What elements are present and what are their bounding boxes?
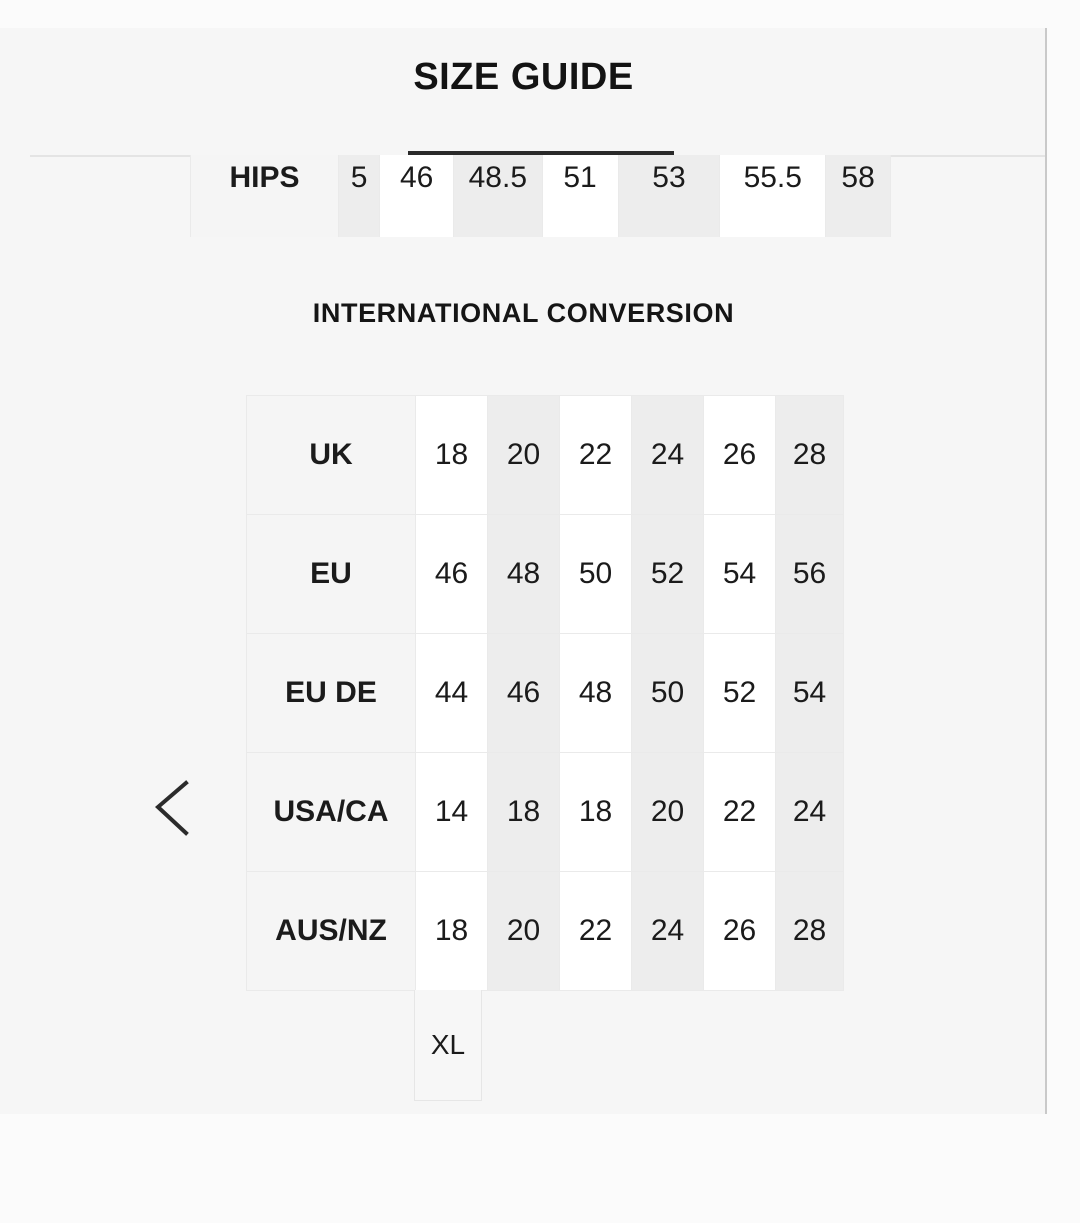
cell-eude-1: 46 bbox=[487, 633, 560, 753]
cell-hips-5: 55.5 bbox=[719, 155, 827, 237]
cell-eude-3: 50 bbox=[631, 633, 704, 753]
table-row: UK 18 20 22 24 26 28 bbox=[246, 395, 844, 515]
section-heading: INTERNATIONAL CONVERSION bbox=[312, 298, 735, 328]
measurement-table-body: HIPS 5 46 48.5 51 53 55.5 58 bbox=[190, 155, 891, 237]
conversion-table-body: UK 18 20 22 24 26 28 EU 46 48 50 52 54 5… bbox=[246, 395, 844, 991]
row-label-eu-de: EU DE bbox=[246, 633, 416, 753]
table-row: XL bbox=[414, 990, 482, 1101]
viewport-top-strip bbox=[0, 0, 1080, 28]
table-row: USA/CA 14 18 18 20 22 24 bbox=[246, 752, 844, 872]
cell-ausnz-4: 26 bbox=[703, 871, 776, 991]
cell-eude-5: 54 bbox=[775, 633, 844, 753]
size-label-table-clip: XL bbox=[414, 990, 482, 1102]
page-title: SIZE GUIDE bbox=[413, 56, 634, 98]
cell-uk-3: 24 bbox=[631, 395, 704, 515]
table-row: HIPS 5 46 48.5 51 53 55.5 58 bbox=[190, 155, 891, 237]
cell-eu-4: 54 bbox=[703, 514, 776, 634]
cell-eu-0: 46 bbox=[415, 514, 488, 634]
cell-usaca-4: 22 bbox=[703, 752, 776, 872]
row-label-uk: UK bbox=[246, 395, 416, 515]
cell-hips-3: 51 bbox=[541, 155, 619, 237]
cell-eu-1: 48 bbox=[487, 514, 560, 634]
cell-size-xl: XL bbox=[414, 990, 482, 1101]
cell-ausnz-1: 20 bbox=[487, 871, 560, 991]
cell-ausnz-3: 24 bbox=[631, 871, 704, 991]
measurement-table-clip: HIPS 5 46 48.5 51 53 55.5 58 bbox=[190, 155, 892, 237]
cell-eude-0: 44 bbox=[415, 633, 488, 753]
row-label-aus-nz: AUS/NZ bbox=[246, 871, 416, 991]
cell-hips-2: 48.5 bbox=[453, 155, 543, 237]
row-label-hips: HIPS bbox=[190, 155, 340, 237]
cell-hips-4: 53 bbox=[617, 155, 721, 237]
cell-usaca-5: 24 bbox=[775, 752, 844, 872]
table-row: AUS/NZ 18 20 22 24 26 28 bbox=[246, 871, 844, 991]
cell-eu-2: 50 bbox=[559, 514, 632, 634]
cell-usaca-1: 18 bbox=[487, 752, 560, 872]
cell-hips-1: 46 bbox=[379, 155, 455, 237]
cell-eu-5: 56 bbox=[775, 514, 844, 634]
size-label-table: XL bbox=[414, 990, 482, 1101]
cell-hips-0: 5 bbox=[338, 155, 381, 237]
cell-eu-3: 52 bbox=[631, 514, 704, 634]
conversion-table: UK 18 20 22 24 26 28 EU 46 48 50 52 54 5… bbox=[246, 395, 844, 991]
cell-usaca-2: 18 bbox=[559, 752, 632, 872]
cell-uk-2: 22 bbox=[559, 395, 632, 515]
title-underline-rule bbox=[408, 151, 674, 155]
row-label-usa-ca: USA/CA bbox=[246, 752, 416, 872]
cell-usaca-0: 14 bbox=[415, 752, 488, 872]
cell-eude-4: 52 bbox=[703, 633, 776, 753]
table-row: EU DE 44 46 48 50 52 54 bbox=[246, 633, 844, 753]
cell-uk-1: 20 bbox=[487, 395, 560, 515]
measurement-table: HIPS 5 46 48.5 51 53 55.5 58 bbox=[190, 155, 891, 237]
chevron-left-icon[interactable] bbox=[146, 775, 202, 839]
cell-uk-5: 28 bbox=[775, 395, 844, 515]
table-row: EU 46 48 50 52 54 56 bbox=[246, 514, 844, 634]
size-label-table-body: XL bbox=[414, 990, 482, 1101]
viewport-bottom-strip bbox=[0, 1114, 1080, 1223]
cell-uk-4: 26 bbox=[703, 395, 776, 515]
cell-hips-6: 58 bbox=[825, 155, 891, 237]
row-label-eu: EU bbox=[246, 514, 416, 634]
cell-ausnz-2: 22 bbox=[559, 871, 632, 991]
cell-eude-2: 48 bbox=[559, 633, 632, 753]
cell-usaca-3: 20 bbox=[631, 752, 704, 872]
cell-uk-0: 18 bbox=[415, 395, 488, 515]
cell-ausnz-5: 28 bbox=[775, 871, 844, 991]
cell-ausnz-0: 18 bbox=[415, 871, 488, 991]
